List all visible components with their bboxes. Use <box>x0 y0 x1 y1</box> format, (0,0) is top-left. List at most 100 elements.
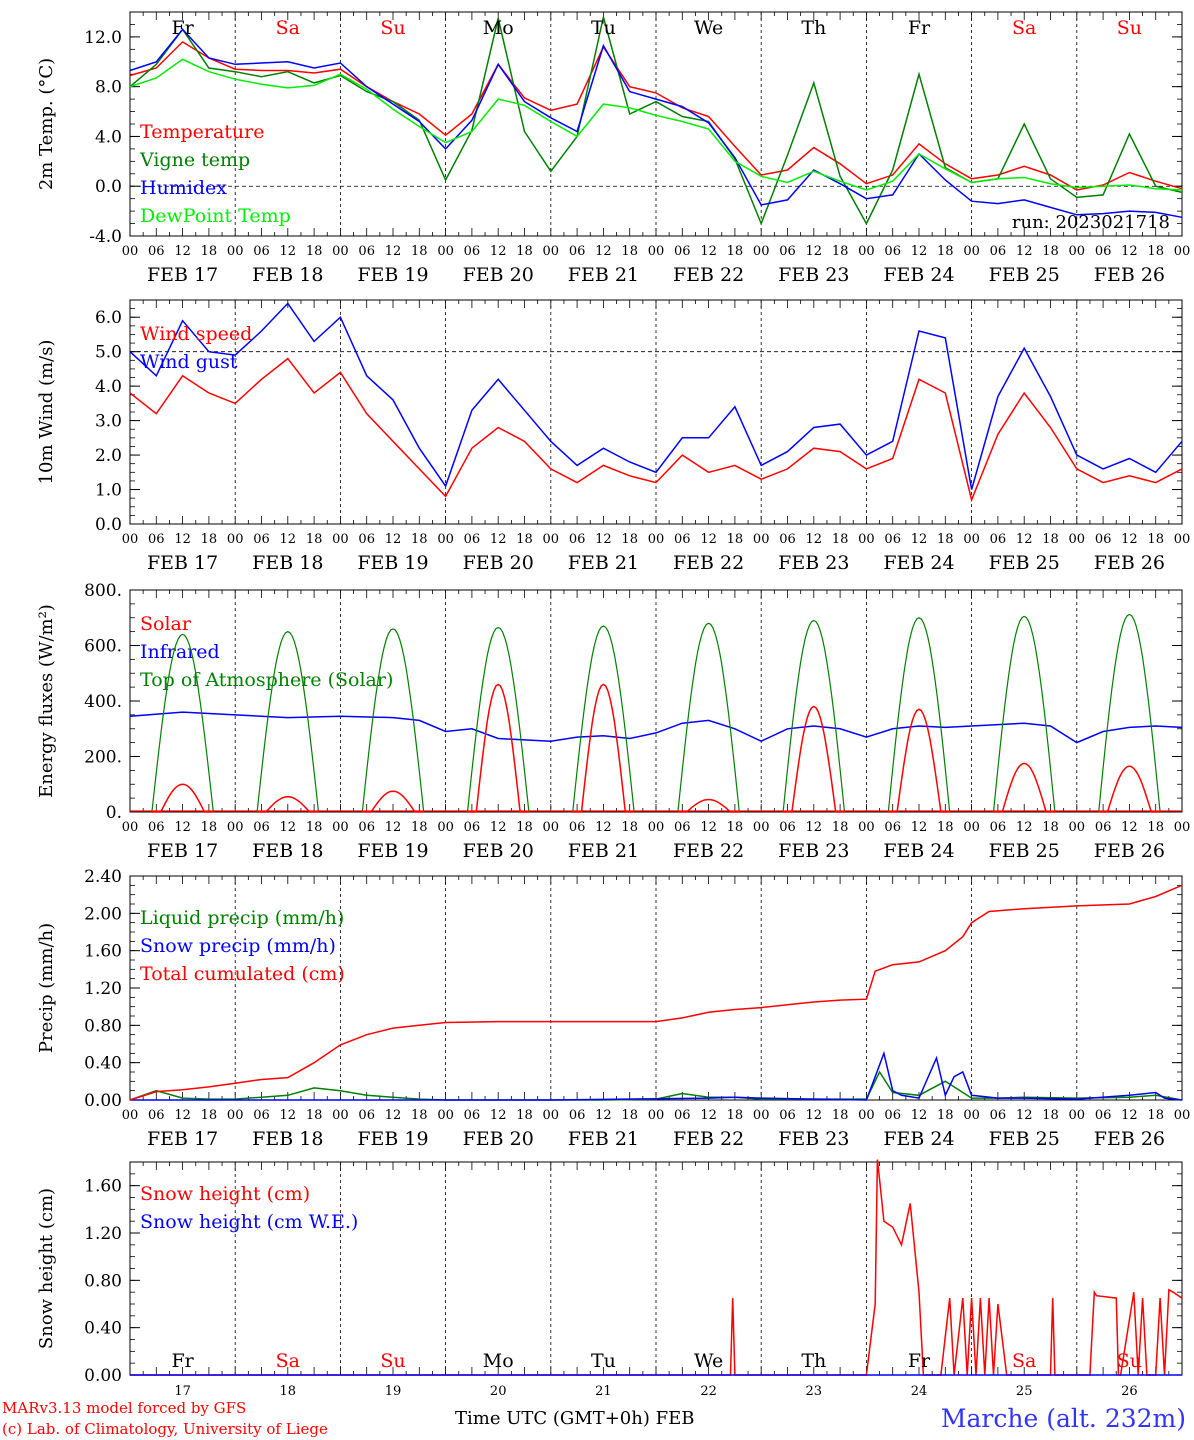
x-hour-label: 06 <box>464 1108 481 1123</box>
x-hour-label: 12 <box>280 820 297 835</box>
series-line <box>129 28 1183 219</box>
x-hour-label: 00 <box>1069 820 1086 835</box>
x-hour-label: 06 <box>779 244 796 259</box>
series-line <box>129 1070 1183 1101</box>
panel-1 <box>129 11 1183 237</box>
date-number-label: 17 <box>174 1384 191 1399</box>
y-tick-label: 1.60 <box>84 942 122 962</box>
y-tick-label: 3.0 <box>95 412 122 432</box>
x-axis-title: Time UTC (GMT+0h) FEB <box>455 1408 695 1429</box>
x-hour-label: 12 <box>806 1108 823 1123</box>
x-hour-label: 00 <box>1069 244 1086 259</box>
x-hour-label: 00 <box>753 244 770 259</box>
x-date-label: FEB 25 <box>989 840 1060 862</box>
x-hour-label: 12 <box>174 244 191 259</box>
y-tick-label: 0.80 <box>84 1016 122 1036</box>
x-hour-label: 18 <box>621 820 638 835</box>
solar-curve <box>783 705 845 813</box>
x-hour-label: 06 <box>1095 244 1112 259</box>
y-tick-label: 200. <box>84 748 122 768</box>
x-hour-label: 00 <box>753 820 770 835</box>
x-date-label: FEB 24 <box>883 1128 954 1150</box>
legend-entry: Wind gust <box>140 351 238 373</box>
y-tick-label: 800. <box>84 581 122 601</box>
y-axis-label: Precip (mm/h) <box>36 923 57 1053</box>
weekday-label: Su <box>1117 1350 1142 1372</box>
y-tick-label: 12.0 <box>84 28 122 48</box>
series-line <box>129 884 1183 1101</box>
x-hour-label: 00 <box>227 244 244 259</box>
legend-entry: Solar <box>140 613 192 635</box>
series-line <box>129 357 1183 503</box>
x-date-label: FEB 17 <box>147 552 218 574</box>
x-hour-label: 00 <box>1174 532 1191 547</box>
x-hour-label: 12 <box>490 244 507 259</box>
x-hour-label: 12 <box>595 532 612 547</box>
x-hour-label: 06 <box>990 1108 1007 1123</box>
y-tick-label: 0.0 <box>95 177 122 197</box>
x-hour-label: 06 <box>674 532 691 547</box>
weekday-label: Sa <box>276 17 300 39</box>
x-hour-label: 06 <box>148 532 165 547</box>
x-date-label: FEB 20 <box>463 1128 534 1150</box>
y-tick-label: 0.0 <box>95 515 122 535</box>
y-tick-label: 0.40 <box>84 1319 122 1339</box>
series-line <box>130 1050 1183 1101</box>
x-hour-label: 00 <box>122 244 139 259</box>
x-hour-label: 18 <box>411 244 428 259</box>
legend-entry: Total cumulated (cm) <box>140 963 345 985</box>
x-hour-label: 12 <box>385 532 402 547</box>
x-hour-label: 06 <box>884 820 901 835</box>
x-hour-label: 00 <box>1069 532 1086 547</box>
x-hour-label: 18 <box>1042 244 1059 259</box>
x-hour-label: 06 <box>990 820 1007 835</box>
date-number-label: 20 <box>490 1384 507 1399</box>
x-hour-label: 18 <box>832 1108 849 1123</box>
x-date-label: FEB 26 <box>1094 552 1165 574</box>
toa-solar-curve <box>992 615 1056 813</box>
x-hour-label: 06 <box>884 1108 901 1123</box>
x-hour-label: 00 <box>227 820 244 835</box>
x-hour-label: 06 <box>674 820 691 835</box>
x-hour-label: 12 <box>1121 820 1138 835</box>
x-date-label: FEB 24 <box>883 264 954 286</box>
x-hour-label: 06 <box>1095 1108 1112 1123</box>
x-hour-label: 06 <box>358 820 375 835</box>
run-annotation: run: 2023021718 <box>1012 212 1170 233</box>
x-hour-label: 06 <box>253 244 270 259</box>
x-hour-label: 18 <box>1042 532 1059 547</box>
x-hour-label: 00 <box>963 532 980 547</box>
x-hour-label: 12 <box>595 1108 612 1123</box>
x-hour-label: 18 <box>516 532 533 547</box>
x-hour-label: 00 <box>753 1108 770 1123</box>
x-hour-label: 12 <box>1016 1108 1033 1123</box>
y-tick-label: 600. <box>84 637 122 657</box>
x-hour-label: 00 <box>1069 1108 1086 1123</box>
x-date-label: FEB 17 <box>147 840 218 862</box>
x-date-label: FEB 25 <box>989 1128 1060 1150</box>
date-number-label: 23 <box>806 1384 823 1399</box>
date-number-label: 19 <box>385 1384 402 1399</box>
toa-solar-curve <box>466 626 530 813</box>
solar-curve <box>888 708 950 813</box>
x-hour-label: 18 <box>516 820 533 835</box>
x-hour-label: 06 <box>569 820 586 835</box>
x-date-label: FEB 18 <box>252 264 323 286</box>
y-tick-label: 1.60 <box>84 1177 122 1197</box>
x-date-label: FEB 20 <box>463 264 534 286</box>
x-hour-label: 12 <box>174 1108 191 1123</box>
x-hour-label: 00 <box>543 1108 560 1123</box>
x-hour-label: 00 <box>543 532 560 547</box>
x-date-label: FEB 20 <box>463 552 534 574</box>
x-hour-label: 18 <box>1042 820 1059 835</box>
x-hour-label: 12 <box>1121 532 1138 547</box>
x-hour-label: 12 <box>1016 532 1033 547</box>
x-hour-label: 12 <box>280 532 297 547</box>
solar-curve <box>572 683 635 813</box>
x-hour-label: 06 <box>779 1108 796 1123</box>
x-hour-label: 00 <box>1174 820 1191 835</box>
x-date-label: FEB 17 <box>147 264 218 286</box>
x-hour-label: 00 <box>122 820 139 835</box>
x-hour-label: 06 <box>464 244 481 259</box>
